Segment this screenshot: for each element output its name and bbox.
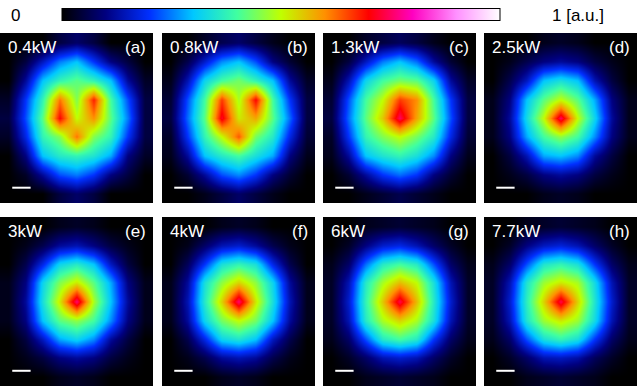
svg-text:0.8kW: 0.8kW [170, 38, 218, 57]
svg-text:(b): (b) [287, 38, 308, 57]
svg-text:6kW: 6kW [331, 222, 365, 241]
svg-text:7.7kW: 7.7kW [492, 222, 540, 241]
svg-text:(d): (d) [609, 38, 630, 57]
svg-text:(c): (c) [449, 38, 469, 57]
svg-text:2.5kW: 2.5kW [492, 38, 540, 57]
svg-text:3kW: 3kW [8, 222, 42, 241]
svg-text:(e): (e) [125, 222, 146, 241]
svg-text:1 [a.u.]: 1 [a.u.] [552, 6, 604, 25]
svg-text:(a): (a) [125, 38, 146, 57]
svg-text:(h): (h) [609, 222, 630, 241]
svg-text:(f): (f) [292, 222, 308, 241]
svg-text:0: 0 [11, 6, 20, 25]
svg-text:0.4kW: 0.4kW [8, 38, 56, 57]
svg-text:1.3kW: 1.3kW [331, 38, 379, 57]
svg-text:4kW: 4kW [170, 222, 204, 241]
svg-text:(g): (g) [448, 222, 469, 241]
